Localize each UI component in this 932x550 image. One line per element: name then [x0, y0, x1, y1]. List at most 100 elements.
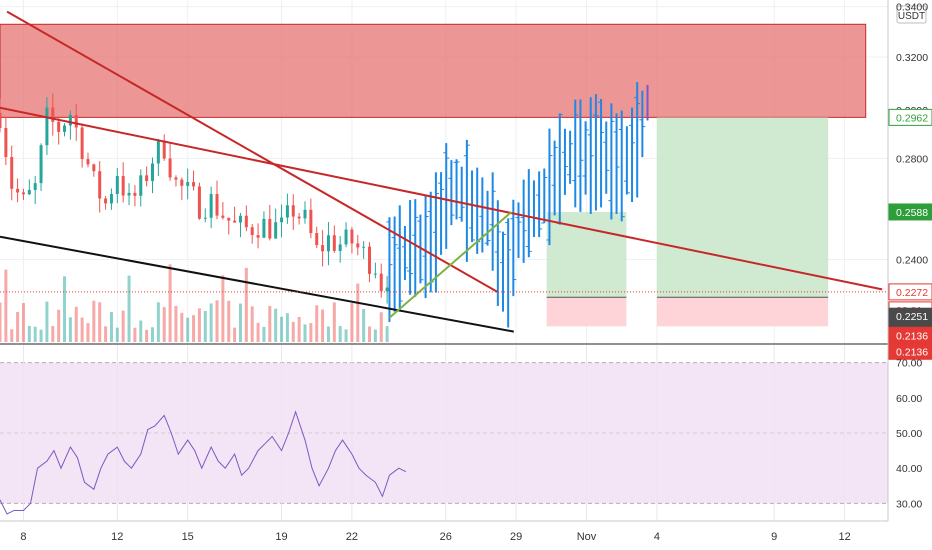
target-high-badge: 0.2962: [896, 112, 928, 124]
historical-candles: [0, 93, 389, 304]
rsi-tick-label: 40.00: [896, 463, 922, 475]
candle-body: [115, 176, 119, 194]
candle-body: [162, 140, 166, 159]
candle-body: [291, 205, 295, 217]
rsi-tick-label: 60.00: [896, 393, 922, 405]
candle-body: [109, 193, 113, 204]
volume-bar: [250, 306, 254, 342]
time-axis[interactable]: 8 12 15 19 22 26 29 Nov 4 9 12: [0, 520, 888, 543]
trendline: [6, 10, 498, 293]
volume-bar: [86, 323, 90, 342]
volume-bar: [45, 301, 49, 342]
candle-body: [156, 140, 160, 164]
volume-bar: [280, 316, 284, 342]
volume-bar: [332, 302, 336, 342]
volume-bar: [350, 303, 354, 342]
candle-body: [238, 215, 242, 223]
take-profit-zone: [546, 211, 627, 298]
volume-bar: [150, 327, 154, 342]
currency-label: USDT: [898, 11, 925, 22]
target-mid-badge-box: [888, 203, 932, 221]
candle-body: [192, 182, 196, 187]
candle-body: [33, 183, 37, 190]
candle-body: [280, 217, 284, 223]
volume-bar: [262, 326, 266, 342]
volume-bar: [233, 327, 237, 342]
price-tick-label: 0.3400: [896, 2, 928, 14]
candle-body: [0, 112, 2, 128]
trendline: [0, 235, 514, 333]
volume-bar: [309, 323, 313, 342]
candle-body: [68, 114, 72, 126]
volume-bar: [139, 320, 143, 342]
price-tick-label: 0.2400: [896, 255, 928, 267]
time-tick-label: 22: [346, 531, 358, 543]
rsi-grid: [0, 345, 888, 521]
volume-bar: [238, 303, 242, 342]
position-zones: [546, 117, 829, 327]
volume-bar: [16, 311, 20, 342]
candle-body: [350, 229, 354, 244]
volume-bar: [321, 309, 325, 342]
candle-body: [133, 192, 137, 196]
volume-bar: [368, 326, 372, 342]
volume-bar: [379, 312, 383, 342]
price-badges: 0.29620.25880.227222:010.22510.22510.213…: [888, 108, 932, 360]
volume-bar: [356, 283, 360, 342]
volume-bar: [256, 322, 260, 342]
volume-bar: [98, 302, 102, 342]
volume-bar: [21, 303, 25, 342]
volume-bar: [203, 311, 207, 342]
volume-bar: [0, 302, 2, 342]
candle-body: [303, 209, 307, 219]
volume-bar: [192, 315, 196, 342]
time-tick-label: 8: [20, 531, 26, 543]
volume-bars: [0, 264, 389, 342]
volume-bar: [57, 309, 61, 342]
candle-body: [244, 215, 248, 228]
time-tick-label: 29: [510, 531, 522, 543]
volume-bar: [326, 326, 330, 342]
volume-bar: [74, 306, 78, 342]
rsi-pane: [0, 345, 888, 521]
candle-body: [362, 246, 366, 248]
time-tick-label: 15: [182, 531, 194, 543]
price-tick-label: 0.2800: [896, 153, 928, 165]
projected-bars: [386, 82, 649, 328]
price-tick-label: 0.3200: [896, 52, 928, 64]
candle-body: [121, 176, 125, 196]
volume-bar: [344, 329, 348, 342]
rsi-tick-label: 70.00: [896, 358, 922, 370]
volume-bar: [39, 329, 43, 342]
volume-bar: [373, 329, 377, 342]
currency-badge[interactable]: USDT: [896, 5, 927, 24]
candle-body: [150, 163, 154, 182]
volume-bar: [209, 303, 213, 342]
volume-bar: [168, 264, 172, 342]
candle-body: [39, 145, 43, 184]
volume-bar: [197, 308, 201, 342]
volume-bar: [180, 312, 184, 342]
volume-bar: [315, 305, 319, 342]
candle-body: [203, 217, 207, 219]
rsi-band: [0, 362, 888, 504]
candle-body: [21, 192, 25, 195]
candle-body: [227, 217, 231, 221]
time-tick-label: 12: [111, 531, 123, 543]
stop-loss-zone: [546, 297, 627, 327]
candle-body: [338, 244, 342, 251]
rsi-tick-labels: 70.00 60.00 50.00 40.00 30.00: [896, 358, 922, 511]
time-tick-label: Nov: [577, 531, 597, 543]
candle-body: [92, 164, 96, 172]
time-tick-label: 26: [440, 531, 452, 543]
volume-bar: [68, 317, 72, 342]
candle-body: [285, 205, 289, 218]
time-tick-label: 19: [275, 531, 287, 543]
candle-body: [168, 158, 172, 178]
volume-bar: [362, 309, 366, 342]
candle-body: [63, 125, 67, 132]
volume-bar: [104, 326, 108, 342]
